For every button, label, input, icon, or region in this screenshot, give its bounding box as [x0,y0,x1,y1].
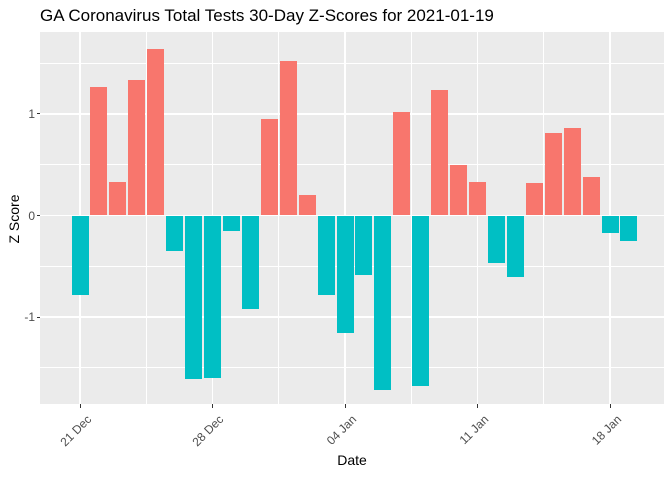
bar-jan-02 [298,195,316,216]
bar-jan-16 [563,128,581,216]
bar-dec-22 [90,87,108,216]
minor-gridline-x [543,32,545,404]
x-tick-label: 18 Jan [588,412,625,448]
bar-jan-17 [582,176,600,216]
x-tick-mark [477,404,479,408]
minor-gridline-x [145,32,147,404]
y-tick-label: 0 [28,208,35,223]
bar-dec-26 [166,215,184,252]
bar-dec-21 [71,215,89,295]
minor-gridline-y [40,164,664,166]
bar-jan-11 [469,181,487,216]
x-axis-title: Date [337,452,367,468]
y-tick-label: 1 [28,106,35,121]
minor-gridline-y [40,367,664,369]
chart-title: GA Coronavirus Total Tests 30-Day Z-Scor… [40,6,494,25]
bar-jan-13 [506,215,524,278]
bar-dec-24 [128,80,146,216]
x-tick-mark [79,404,81,408]
bar-jan-05 [355,215,373,276]
bar-dec-28 [204,215,221,379]
x-tick-mark [212,404,213,408]
y-tick-mark [36,316,40,318]
bar-dec-27 [185,215,203,380]
minor-gridline-x [410,32,412,404]
x-tick-label: 21 Dec [57,412,95,450]
bar-jan-14 [525,182,543,216]
bar-jan-08 [412,215,430,387]
bar-dec-23 [109,181,127,216]
x-tick-mark [609,404,611,408]
bar-jan-12 [487,215,505,264]
bar-jan-18 [601,215,619,233]
y-tick-mark [36,215,40,216]
bar-jan-19 [620,215,638,241]
plot-panel [40,32,664,404]
bar-jan-10 [450,164,468,216]
bar-dec-25 [147,48,165,216]
y-tick-mark [36,113,40,115]
y-axis-title: Z Score [6,194,22,244]
bar-jan-03 [317,215,335,295]
bar-jan-15 [544,133,562,216]
x-tick-label: 04 Jan [323,412,360,448]
bar-jan-01 [279,61,297,216]
major-gridline-x [476,32,479,404]
x-tick-mark [344,404,346,408]
minor-gridline-x [278,32,280,404]
bar-jan-07 [393,111,411,216]
bar-jan-04 [336,215,354,334]
x-tick-label: 11 Jan [456,412,492,448]
minor-gridline-y [40,62,664,64]
bar-dec-31 [260,118,278,216]
bar-jan-09 [431,89,449,216]
x-tick-label: 28 Dec [189,412,227,450]
bar-dec-29 [222,215,240,231]
bar-jan-06 [374,215,392,391]
bar-dec-30 [241,215,259,309]
y-tick-label: -1 [24,310,35,325]
major-gridline-y [40,113,664,115]
